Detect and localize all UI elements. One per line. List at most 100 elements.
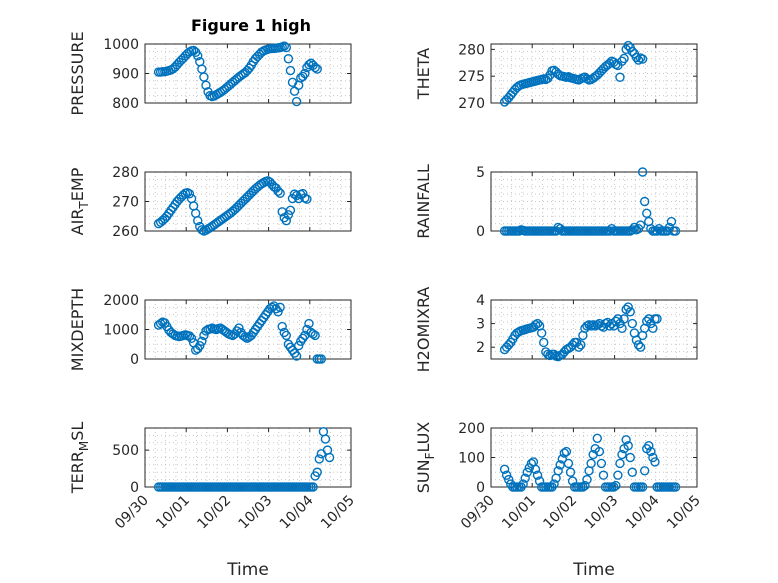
data-point xyxy=(504,474,514,485)
data-point xyxy=(586,458,596,469)
y-tick-label: 2 xyxy=(476,340,485,356)
y-axis-label-main: THETA xyxy=(414,48,433,100)
data-point xyxy=(539,337,549,348)
data-point xyxy=(312,64,322,74)
data-point xyxy=(604,321,615,331)
figure-title: Figure 1 high xyxy=(191,16,311,35)
data-point xyxy=(639,466,650,476)
data-point xyxy=(621,435,631,445)
data-point xyxy=(613,314,623,324)
data-point xyxy=(499,464,510,474)
axes-box xyxy=(490,299,698,360)
data-point xyxy=(234,323,244,333)
subplot-sunflux: 0 100 200 SUNFLUX 09/30 10/01 10/02 10/03 10/04 1… xyxy=(414,421,704,580)
data-point xyxy=(281,215,292,226)
data-point xyxy=(199,72,209,82)
y-axis-label: PRESSURE xyxy=(68,31,87,115)
data-point xyxy=(275,302,285,313)
x-tick-label: 10/01 xyxy=(499,493,539,533)
data-point xyxy=(532,470,543,480)
y-tick-label: 4 xyxy=(476,293,485,309)
data-point xyxy=(291,351,302,361)
data-point xyxy=(308,329,318,339)
data-point xyxy=(557,454,567,464)
subplot-airtemp: 260 270 280 AIRTEMP xyxy=(68,165,352,240)
data-point xyxy=(195,341,205,351)
data-point xyxy=(633,340,644,350)
data-markers xyxy=(499,302,662,362)
y-axis-label-subscript: M xyxy=(77,441,91,451)
data-point xyxy=(277,321,287,332)
data-point xyxy=(310,330,320,341)
data-point xyxy=(625,307,635,317)
data-point xyxy=(283,210,294,220)
y-axis-label: TERRMSL xyxy=(68,422,91,495)
y-tick-label: 900 xyxy=(112,67,139,83)
data-point xyxy=(281,330,292,341)
y-tick-label: 0 xyxy=(130,352,139,368)
x-tick-label: 10/04 xyxy=(623,492,663,532)
data-point xyxy=(596,458,607,469)
data-point xyxy=(273,186,283,196)
x-axis-label: Time xyxy=(572,560,615,580)
data-point xyxy=(639,196,650,207)
y-axis-label-main: RAINFALL xyxy=(414,164,433,239)
data-point xyxy=(609,321,619,331)
y-tick-label: 280 xyxy=(112,165,139,181)
data-point xyxy=(522,467,532,477)
data-point xyxy=(625,452,635,463)
y-tick-label: 280 xyxy=(458,42,485,58)
subplot-pressure: 800 900 1000 PRESSURE xyxy=(68,31,352,116)
y-tick-label: 3 xyxy=(476,317,485,333)
data-point xyxy=(580,480,590,491)
y-axis-label-main: PRESSURE xyxy=(68,31,87,115)
data-point xyxy=(201,80,211,91)
y-axis-label: MIXDEPTH xyxy=(68,288,87,371)
axes-box xyxy=(490,43,698,104)
x-tick-label: 10/02 xyxy=(194,493,234,533)
data-point xyxy=(635,220,646,230)
data-point xyxy=(281,42,292,53)
data-point xyxy=(604,58,615,69)
y-axis-label-main: SUN xyxy=(414,459,433,493)
axes-box xyxy=(490,171,698,232)
data-point xyxy=(553,466,563,476)
data-point xyxy=(631,335,642,345)
data-point xyxy=(627,467,638,477)
y-axis-label-main: TERR xyxy=(68,451,87,494)
data-point xyxy=(532,318,543,329)
data-point xyxy=(285,205,296,216)
subplot-terrmsl: 0 500 TERRMSL 09/30 10/01 10/02 10/03 10/04 10/0… xyxy=(68,422,358,580)
x-tick-label: 10/01 xyxy=(153,493,193,533)
y-axis-label-tail: SL xyxy=(68,422,87,441)
data-markers xyxy=(499,167,681,236)
data-point xyxy=(193,215,203,226)
data-point xyxy=(637,167,648,177)
y-tick-label: 0 xyxy=(476,480,485,496)
data-point xyxy=(594,446,605,457)
data-point xyxy=(617,323,627,334)
y-axis-label: SUNFLUX xyxy=(414,422,437,494)
data-point xyxy=(617,449,627,460)
x-tick-label: 09/30 xyxy=(458,493,498,533)
data-point xyxy=(308,482,318,492)
data-point xyxy=(613,470,623,480)
data-point xyxy=(563,458,574,469)
y-tick-label: 0 xyxy=(476,224,485,240)
data-point xyxy=(670,226,681,236)
y-tick-label: 100 xyxy=(458,451,485,467)
y-axis-label-subscript: F xyxy=(423,452,437,459)
data-point xyxy=(637,482,648,492)
data-point xyxy=(291,96,302,107)
data-point xyxy=(642,208,652,219)
data-point xyxy=(609,482,619,492)
data-point xyxy=(631,52,642,63)
data-point xyxy=(314,454,324,464)
x-tick-label: 10/03 xyxy=(236,493,276,533)
data-point xyxy=(304,318,314,329)
data-point xyxy=(615,458,625,469)
subplot-theta: 270 275 280 THETA xyxy=(414,40,698,112)
data-point xyxy=(536,328,547,338)
